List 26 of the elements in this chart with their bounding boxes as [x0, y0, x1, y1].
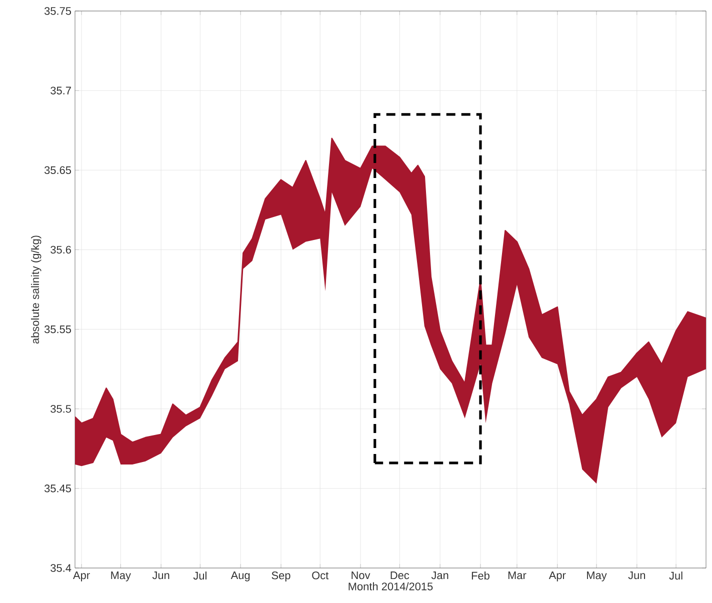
y-tick-label: 35.5	[50, 404, 72, 413]
x-tick-label: Mar	[508, 572, 526, 580]
y-tick-label: 35.55	[44, 325, 72, 334]
x-tick-label: May	[111, 572, 131, 582]
x-tick-label: May	[587, 572, 607, 582]
x-tick-label: Nov	[352, 572, 370, 580]
x-tick-label: Oct	[312, 572, 329, 580]
x-tick-label: Jun	[152, 572, 170, 580]
y-tick-label: 35.45	[44, 484, 72, 492]
x-tick-label: Dec	[390, 572, 410, 580]
y-tick-label: 35.65	[44, 166, 72, 174]
x-tick-label: Feb	[472, 572, 490, 580]
x-tick-label: Jun	[628, 572, 646, 580]
x-tick-label: Sep	[272, 572, 290, 582]
x-axis-title: Month 2014/2015	[348, 582, 433, 590]
y-tick-label: 35.75	[44, 7, 72, 15]
x-tick-label: Jul	[193, 572, 206, 580]
x-tick-label: Apr	[73, 572, 90, 582]
y-axis-title: absolute salinity (g/kg)	[31, 236, 42, 344]
x-tick-label: Apr	[548, 572, 566, 582]
y-tick-label: 35.6	[50, 246, 71, 254]
y-tick-label: 35.7	[50, 86, 71, 94]
x-tick-label: Jul	[669, 572, 682, 580]
y-tick-label: 35.4	[50, 564, 72, 572]
x-tick-label: Aug	[230, 572, 250, 582]
x-tick-label: Jan	[431, 572, 448, 580]
